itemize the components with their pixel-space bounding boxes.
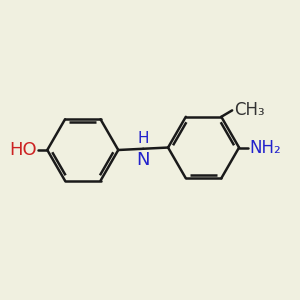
Text: H: H [137,131,149,146]
Text: N: N [136,151,150,169]
Text: HO: HO [9,141,36,159]
Text: NH₂: NH₂ [249,139,281,157]
Text: CH₃: CH₃ [234,101,265,119]
